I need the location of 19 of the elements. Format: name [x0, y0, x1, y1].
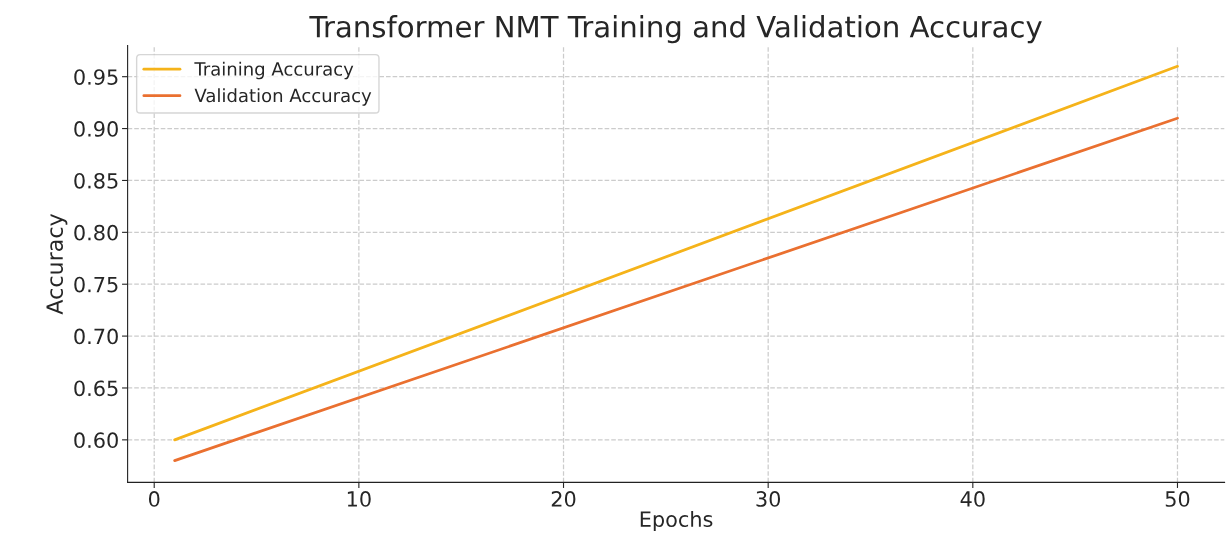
y-tick-label: 0.60 [74, 432, 118, 449]
y-tick-label: 0.65 [74, 380, 118, 397]
x-axis-title: Epochs [640, 510, 713, 532]
y-tick-label: 0.80 [74, 224, 118, 241]
y-tick-label: 0.70 [74, 328, 118, 345]
x-tick-label: 20 [551, 491, 576, 507]
x-tick-label: 30 [756, 491, 781, 507]
x-tick-label: 0 [148, 491, 160, 507]
y-tick-label: 0.75 [74, 276, 118, 293]
x-tick-label: 10 [347, 491, 371, 507]
y-tick-label: 0.95 [74, 69, 118, 85]
y-axis-title: Accuracy [46, 213, 68, 315]
x-tick-label: 40 [960, 491, 985, 507]
chart-title: Transformer NMT Training and Validation Accuracy [309, 15, 1042, 44]
y-tick-label: 0.90 [74, 121, 118, 137]
y-tick-label: 0.85 [74, 172, 118, 189]
legend-label: Validation Accuracy [194, 88, 372, 106]
legend-label: Training Accuracy [194, 61, 354, 80]
x-tick-label: 50 [1165, 491, 1190, 507]
